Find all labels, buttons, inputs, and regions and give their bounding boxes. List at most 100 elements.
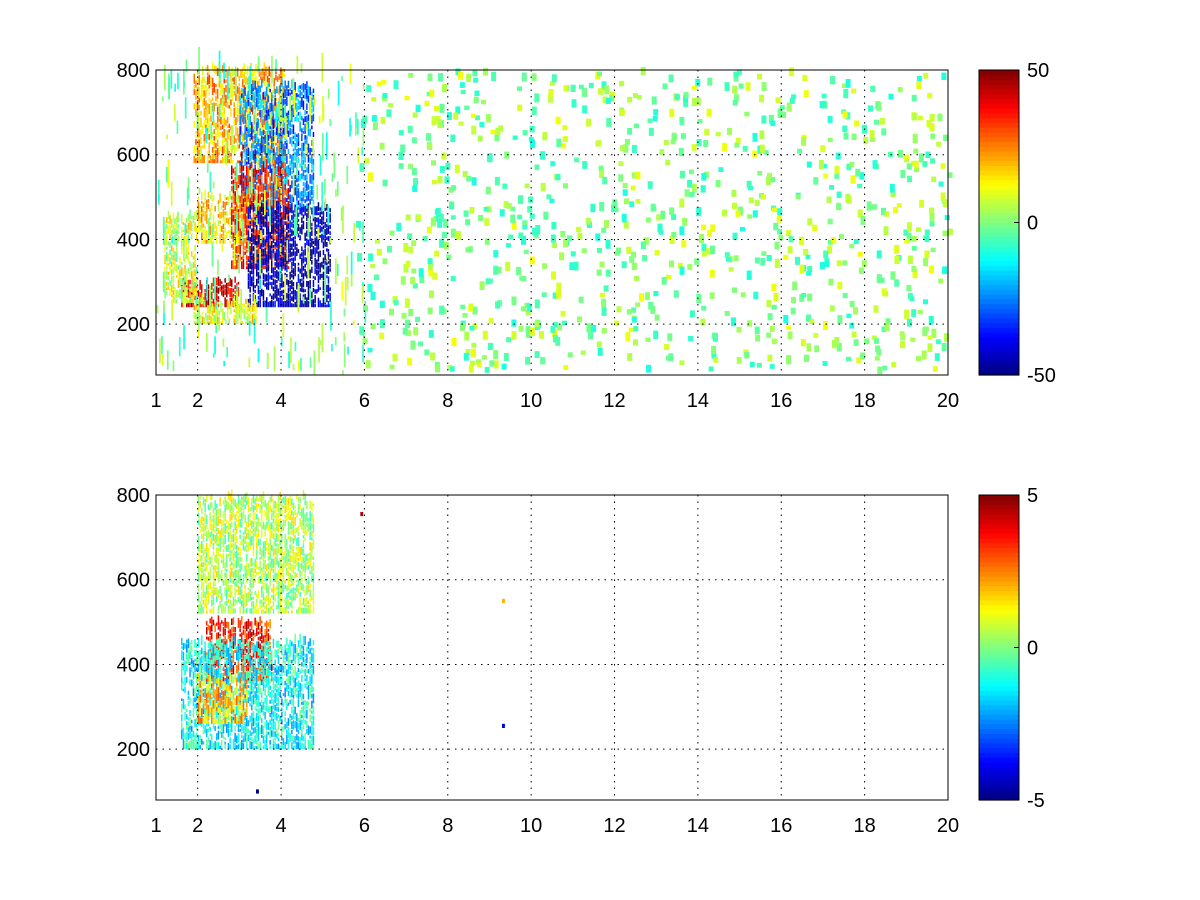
heatmap-cell [234, 170, 236, 176]
heatmap-cell [913, 160, 919, 169]
heatmap-cell [237, 221, 240, 231]
heatmap-cell [232, 562, 235, 570]
heatmap-cell [302, 207, 305, 213]
heatmap-cell [201, 516, 203, 523]
heatmap-cell [450, 215, 456, 220]
heatmap-cell [890, 189, 896, 198]
heatmap-cell [322, 132, 324, 161]
heatmap-cell [256, 603, 258, 608]
heatmap-cell [253, 312, 255, 320]
heatmap-cell [227, 218, 230, 225]
heatmap-cell [272, 238, 275, 244]
heatmap-cell [231, 279, 233, 287]
heatmap-cell [930, 247, 936, 252]
heatmap-cell [256, 608, 258, 614]
heatmap-cell [601, 227, 607, 233]
heatmap-cell [283, 153, 286, 164]
heatmap-cell [247, 529, 250, 533]
heatmap-cell [248, 114, 250, 129]
heatmap-cell [209, 221, 211, 225]
heatmap-cell [650, 203, 656, 212]
heatmap-cell [194, 288, 196, 297]
heatmap-cell [257, 56, 260, 73]
heatmap-cell [291, 498, 293, 506]
heatmap-cell [211, 283, 213, 290]
heatmap-cell [301, 156, 303, 166]
heatmap-cell [249, 608, 251, 614]
heatmap-cell [199, 224, 201, 232]
heatmap-cell [846, 313, 852, 319]
heatmap-cell [201, 99, 204, 107]
heatmap-cell [196, 301, 198, 308]
heatmap-cell [302, 548, 305, 556]
heatmap-cell [261, 594, 263, 598]
heatmap-cell [206, 76, 209, 85]
heatmap-cell [195, 145, 197, 152]
heatmap-cell [855, 168, 861, 177]
heatmap-cell [261, 572, 263, 577]
heatmap-cell [238, 256, 240, 274]
heatmap-cell [736, 326, 742, 333]
heatmap-cell [221, 112, 224, 118]
heatmap-cell [308, 246, 310, 263]
heatmap-cell [164, 254, 166, 265]
heatmap-cell [282, 107, 285, 118]
heatmap-cell [187, 244, 190, 251]
heatmap-cell [247, 129, 250, 134]
heatmap-cell [236, 127, 239, 138]
colorbar-segment [979, 341, 1019, 348]
heatmap-cell [204, 532, 206, 536]
heatmap-cell [302, 214, 305, 219]
heatmap-cell [928, 265, 934, 274]
heatmap-cell [679, 226, 685, 236]
heatmap-cell [291, 593, 293, 602]
heatmap-cell [645, 337, 651, 342]
heatmap-cell [251, 161, 253, 166]
heatmap-cell [256, 249, 258, 258]
heatmap-cell [164, 280, 166, 289]
heatmap-cell [289, 271, 291, 280]
heatmap-cell [202, 550, 205, 556]
heatmap-cell [495, 127, 501, 135]
heatmap-cell [379, 319, 385, 329]
heatmap-cell [786, 325, 792, 330]
heatmap-cell [226, 282, 228, 289]
heatmap-cell [239, 115, 241, 125]
heatmap-cell [232, 194, 235, 197]
heatmap-cell [259, 279, 261, 289]
heatmap-cell [277, 297, 280, 308]
heatmap-cell [725, 256, 731, 262]
heatmap-cell [292, 148, 295, 152]
heatmap-cell [827, 137, 833, 143]
heatmap-cell [198, 104, 200, 110]
heatmap-cell [216, 565, 218, 570]
heatmap-cell [209, 609, 211, 614]
heatmap-cell [860, 216, 866, 225]
heatmap-cell [278, 128, 281, 139]
heatmap-cell [759, 94, 765, 103]
heatmap-cell [247, 147, 250, 157]
heatmap-cell [192, 215, 195, 223]
heatmap-cell [287, 164, 290, 170]
heatmap-cell [182, 279, 185, 283]
heatmap-cell [263, 99, 265, 106]
heatmap-cell [219, 212, 221, 219]
heatmap-cell [251, 248, 253, 255]
heatmap-cell [706, 230, 712, 237]
heatmap-cell [470, 360, 475, 366]
heatmap-cell [922, 161, 928, 167]
heatmap-cell [249, 588, 251, 593]
heatmap-cell [438, 73, 444, 82]
heatmap-cell [534, 93, 540, 103]
heatmap-cell [856, 357, 862, 364]
heatmap-cell [327, 260, 330, 264]
heatmap-cell [279, 150, 281, 153]
heatmap-cell [207, 553, 210, 560]
colorbar-segment [979, 365, 1019, 371]
heatmap-cell [169, 215, 171, 224]
heatmap-cell [211, 146, 214, 153]
heatmap-cell [187, 177, 190, 194]
heatmap-cell [534, 351, 540, 358]
heatmap-cell [172, 224, 175, 234]
heatmap-cell [289, 220, 291, 228]
